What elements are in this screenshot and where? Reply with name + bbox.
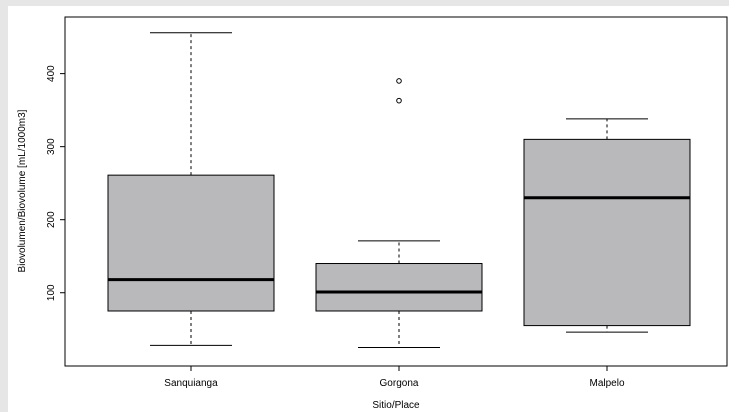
outlier-point: [396, 97, 402, 104]
outlier-point: [396, 78, 402, 84]
x-tick-label: Malpelo: [589, 378, 624, 389]
y-tick-label: 400: [46, 65, 57, 82]
box-malpelo: [523, 118, 691, 333]
box-sanquianga: [107, 32, 275, 346]
plot-frame: 100 200 300 400 Sanquianga Gorgona Malpelo Si…: [8, 6, 729, 412]
x-tick-label: Sanquianga: [164, 378, 218, 389]
y-axis: 100 200 300 400: [46, 65, 65, 301]
boxplot-chart: 100 200 300 400 Sanquianga Gorgona Malpelo Si…: [17, 16, 728, 411]
box-iqr: [315, 263, 483, 312]
x-tick-label: Gorgona: [380, 378, 419, 389]
y-tick-label: 100: [46, 284, 57, 301]
x-axis: Sanquianga Gorgona Malpelo: [164, 366, 625, 389]
plot-border: [64, 16, 728, 367]
y-tick-label: 200: [46, 211, 57, 228]
y-axis-label: Biovolumen/Biovolume [mL/1000m3]: [17, 109, 28, 272]
y-tick-label: 300: [46, 138, 57, 155]
x-axis-label: Sitio/Place: [372, 400, 420, 411]
box-gorgona: [315, 78, 483, 349]
box-iqr: [523, 138, 691, 327]
boxes-layer: [107, 32, 691, 349]
box-iqr: [107, 174, 275, 312]
